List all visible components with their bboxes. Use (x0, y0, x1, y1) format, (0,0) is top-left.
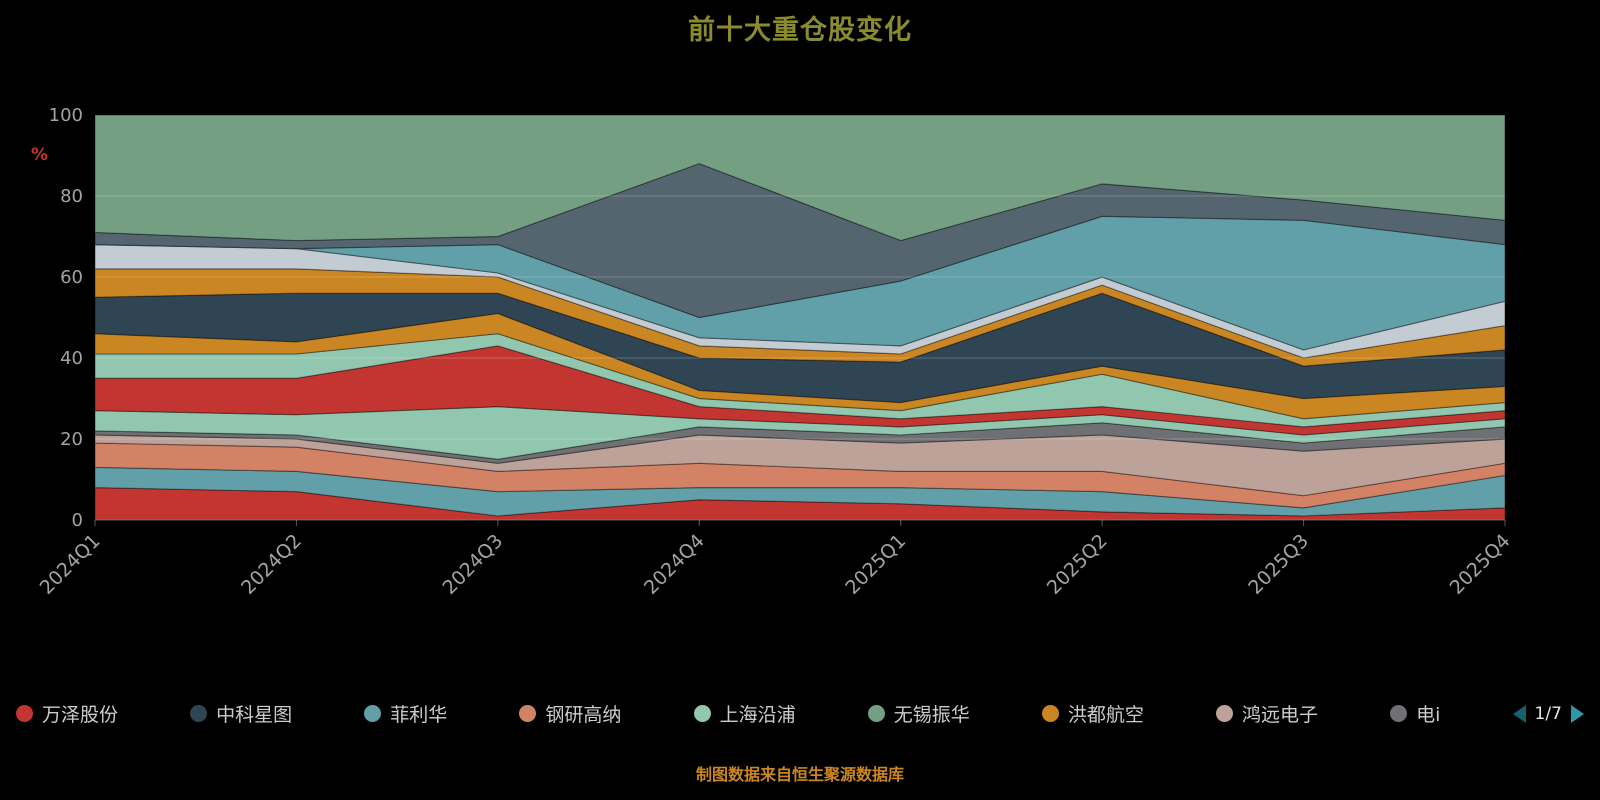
legend-item[interactable]: 万泽股份 (16, 700, 118, 727)
legend-label: 鸿远电子 (1241, 704, 1318, 726)
y-tick-label: 100 (49, 105, 83, 126)
legend-marker-icon (1215, 705, 1233, 722)
y-axis-unit-label: % (31, 145, 49, 165)
legend-marker-icon (364, 705, 382, 722)
x-tick-label: 2024Q4 (640, 530, 709, 599)
legend-marker-icon (519, 705, 537, 722)
legend-label: 上海沿浦 (719, 704, 796, 726)
legend-item[interactable]: 电i (1390, 700, 1440, 727)
legend-marker-icon (1390, 705, 1408, 722)
y-tick-label: 20 (60, 429, 83, 450)
legend-page-indicator: 1/7 (1534, 703, 1562, 724)
x-tick-label: 2024Q1 (36, 530, 105, 599)
legend-prev-icon[interactable] (1512, 704, 1526, 723)
legend-label: 洪都航空 (1067, 704, 1144, 726)
x-tick-label: 2025Q1 (841, 530, 910, 599)
y-tick-label: 0 (72, 510, 83, 531)
legend-item[interactable]: 菲利华 (364, 700, 447, 727)
legend-label: 万泽股份 (42, 704, 119, 726)
legend-label: 中科星图 (216, 704, 293, 726)
legend-item[interactable]: 无锡振华 (867, 700, 970, 727)
legend-next-icon[interactable] (1570, 704, 1584, 723)
legend-marker-icon (867, 705, 885, 722)
legend-marker-icon (190, 705, 208, 722)
legend-label: 钢研高纳 (545, 704, 622, 726)
legend-item[interactable]: 鸿远电子 (1215, 700, 1318, 727)
legend-marker-icon (16, 705, 33, 722)
legend-item[interactable]: 洪都航空 (1041, 700, 1144, 727)
legend-item[interactable]: 钢研高纳 (519, 700, 621, 727)
x-tick-label: 2025Q3 (1244, 530, 1313, 599)
y-tick-label: 60 (60, 267, 83, 288)
legend-pager: 1/7 (1512, 703, 1584, 724)
x-tick-label: 2024Q2 (237, 530, 306, 599)
x-tick-label: 2024Q3 (439, 530, 508, 599)
legend-item[interactable]: 中科星图 (190, 700, 292, 727)
legend-item[interactable]: 上海沿浦 (693, 700, 796, 727)
legend-marker-icon (1041, 705, 1059, 722)
x-tick-label: 2025Q4 (1446, 530, 1515, 599)
x-tick-label: 2025Q2 (1043, 530, 1112, 599)
legend-label: 菲利华 (390, 704, 448, 726)
legend-marker-icon (693, 705, 711, 722)
chart-title: 前十大重仓股变化 (688, 15, 912, 46)
source-note: 制图数据来自恒生聚源数据库 (695, 765, 904, 784)
area-series[interactable] (94, 114, 1506, 242)
legend-label: 电i (1416, 704, 1441, 726)
legend-label: 无锡振华 (893, 704, 970, 726)
legend: 万泽股份 中科星图 菲利华 钢研高纳 上海沿浦 无锡振华 洪都航空 鸿远电子 电i 1/7 (0, 700, 1600, 727)
y-tick-label: 80 (60, 186, 83, 207)
y-tick-label: 40 (60, 348, 83, 369)
